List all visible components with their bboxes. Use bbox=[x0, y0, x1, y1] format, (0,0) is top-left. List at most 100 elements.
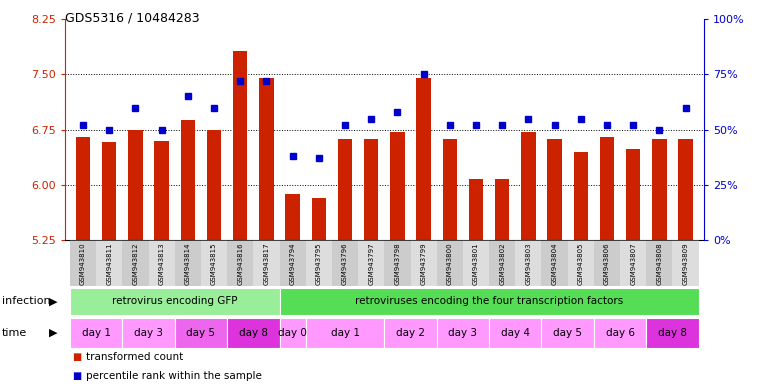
Text: GSM943816: GSM943816 bbox=[237, 242, 244, 285]
Bar bbox=[227, 318, 279, 348]
Bar bbox=[542, 318, 594, 348]
Bar bbox=[70, 318, 123, 348]
Bar bbox=[285, 194, 300, 240]
Text: GSM943797: GSM943797 bbox=[368, 242, 374, 285]
Bar bbox=[358, 240, 384, 286]
Bar bbox=[123, 318, 175, 348]
Text: day 0: day 0 bbox=[279, 328, 307, 338]
Text: day 5: day 5 bbox=[553, 328, 582, 338]
Text: GSM943817: GSM943817 bbox=[263, 242, 269, 285]
Bar bbox=[646, 318, 699, 348]
Text: GSM943810: GSM943810 bbox=[80, 242, 86, 285]
Text: GSM943809: GSM943809 bbox=[683, 242, 689, 285]
Bar bbox=[495, 179, 509, 240]
Bar bbox=[673, 240, 699, 286]
Bar bbox=[338, 139, 352, 240]
Bar bbox=[70, 240, 96, 286]
Bar bbox=[96, 240, 123, 286]
Text: GSM943801: GSM943801 bbox=[473, 242, 479, 285]
Bar bbox=[574, 152, 588, 240]
Text: GSM943815: GSM943815 bbox=[211, 242, 217, 285]
Bar bbox=[646, 240, 673, 286]
Bar bbox=[76, 137, 91, 240]
Bar bbox=[410, 240, 437, 286]
Bar bbox=[311, 198, 326, 240]
Bar bbox=[123, 240, 148, 286]
Text: GSM943803: GSM943803 bbox=[525, 242, 531, 285]
Bar bbox=[652, 139, 667, 240]
Bar bbox=[521, 132, 536, 240]
Bar bbox=[332, 240, 358, 286]
Text: day 1: day 1 bbox=[81, 328, 110, 338]
Bar bbox=[175, 318, 227, 348]
Bar bbox=[207, 130, 221, 240]
Bar bbox=[620, 240, 646, 286]
Bar bbox=[463, 240, 489, 286]
Bar bbox=[489, 318, 542, 348]
Text: GSM943812: GSM943812 bbox=[132, 242, 139, 285]
Text: GSM943808: GSM943808 bbox=[657, 242, 662, 285]
Bar bbox=[594, 240, 620, 286]
Bar bbox=[306, 240, 332, 286]
Bar bbox=[626, 149, 641, 240]
Bar bbox=[600, 137, 614, 240]
Bar bbox=[384, 318, 437, 348]
Bar bbox=[568, 240, 594, 286]
Bar bbox=[678, 139, 693, 240]
Text: retroviruses encoding the four transcription factors: retroviruses encoding the four transcrip… bbox=[355, 296, 623, 306]
Text: GSM943802: GSM943802 bbox=[499, 242, 505, 285]
Bar bbox=[437, 240, 463, 286]
Text: GSM943811: GSM943811 bbox=[107, 242, 112, 285]
Text: day 8: day 8 bbox=[239, 328, 268, 338]
Bar bbox=[154, 141, 169, 240]
Text: ▶: ▶ bbox=[49, 328, 57, 338]
Bar bbox=[279, 318, 306, 348]
Bar bbox=[390, 132, 405, 240]
Bar bbox=[594, 318, 646, 348]
Bar bbox=[180, 120, 195, 240]
Text: day 4: day 4 bbox=[501, 328, 530, 338]
Text: GSM943807: GSM943807 bbox=[630, 242, 636, 285]
Text: day 3: day 3 bbox=[448, 328, 477, 338]
Text: ■: ■ bbox=[72, 371, 81, 381]
Text: GSM943798: GSM943798 bbox=[394, 242, 400, 285]
Text: ■: ■ bbox=[72, 352, 81, 362]
Bar bbox=[542, 240, 568, 286]
Bar bbox=[384, 240, 410, 286]
Text: GSM943805: GSM943805 bbox=[578, 242, 584, 285]
Bar bbox=[364, 139, 378, 240]
Text: GSM943804: GSM943804 bbox=[552, 242, 558, 285]
Text: retrovirus encoding GFP: retrovirus encoding GFP bbox=[112, 296, 237, 306]
Text: day 5: day 5 bbox=[186, 328, 215, 338]
Bar bbox=[515, 240, 542, 286]
Bar bbox=[260, 78, 274, 240]
Text: GSM943800: GSM943800 bbox=[447, 242, 453, 285]
Text: GSM943794: GSM943794 bbox=[290, 242, 295, 285]
Text: GSM943795: GSM943795 bbox=[316, 242, 322, 285]
Bar bbox=[70, 288, 279, 315]
Bar bbox=[253, 240, 279, 286]
Bar bbox=[416, 78, 431, 240]
Bar bbox=[547, 139, 562, 240]
Bar bbox=[443, 139, 457, 240]
Bar bbox=[227, 240, 253, 286]
Bar bbox=[201, 240, 227, 286]
Text: day 1: day 1 bbox=[330, 328, 359, 338]
Text: time: time bbox=[2, 328, 27, 338]
Text: GSM943814: GSM943814 bbox=[185, 242, 191, 285]
Text: day 6: day 6 bbox=[606, 328, 635, 338]
Bar bbox=[279, 288, 699, 315]
Text: transformed count: transformed count bbox=[86, 352, 183, 362]
Text: GSM943806: GSM943806 bbox=[604, 242, 610, 285]
Bar bbox=[233, 51, 247, 240]
Text: day 3: day 3 bbox=[134, 328, 163, 338]
Bar bbox=[469, 179, 483, 240]
Bar bbox=[489, 240, 515, 286]
Bar bbox=[306, 318, 384, 348]
Text: GSM943813: GSM943813 bbox=[158, 242, 164, 285]
Text: GSM943799: GSM943799 bbox=[421, 242, 427, 285]
Text: day 2: day 2 bbox=[396, 328, 425, 338]
Text: GDS5316 / 10484283: GDS5316 / 10484283 bbox=[65, 12, 199, 25]
Text: percentile rank within the sample: percentile rank within the sample bbox=[86, 371, 262, 381]
Bar bbox=[279, 240, 306, 286]
